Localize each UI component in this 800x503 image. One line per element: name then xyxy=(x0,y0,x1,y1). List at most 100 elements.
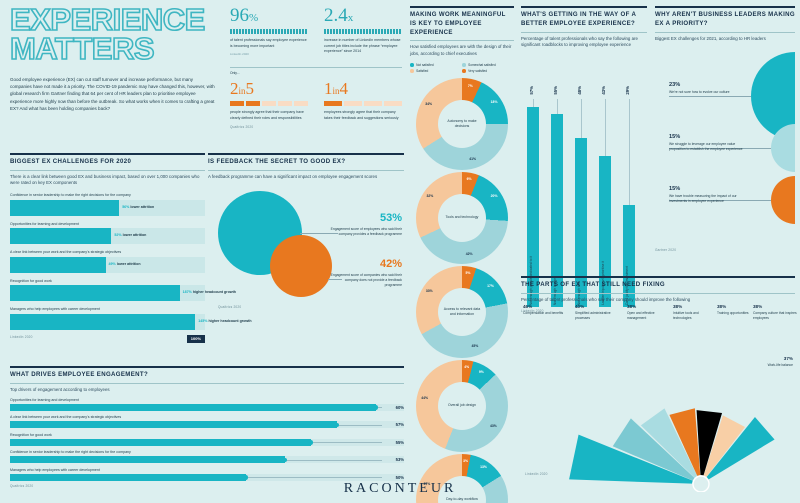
donut-segment-label: 42% xyxy=(465,252,473,257)
panel-subtitle: A feedback programme can have a signific… xyxy=(208,173,378,179)
donut-center-label: Autonomy to make decisions xyxy=(447,118,477,128)
panel-barriers: What's getting in the way of a better em… xyxy=(521,6,647,313)
panel-meaningful: Making work meaningful is key to employe… xyxy=(410,6,514,503)
challenge-bar-row: A clear link between your work and the c… xyxy=(10,250,205,273)
priority-value: 15% xyxy=(669,134,681,141)
part-value: 40% xyxy=(575,304,585,309)
priority-text: We have trouble measuring the impact of … xyxy=(669,194,737,204)
panel-title: Making work meaningful is key to employe… xyxy=(410,11,506,36)
donut-segment-label: 13% xyxy=(480,465,487,470)
donut-segment-label: 18% xyxy=(490,100,498,105)
divider xyxy=(208,169,404,171)
panel-source: LinkedIn 2020 xyxy=(10,334,33,339)
driver-bar-fill xyxy=(10,456,286,464)
panel-subtitle: Biggest EX challenges for 2021, accordin… xyxy=(655,35,766,41)
fan-wedge xyxy=(669,408,701,476)
driver-bar-fill xyxy=(10,473,247,481)
challenge-bar-list: Confidence in senior leadership to make … xyxy=(10,193,252,330)
challenge-value: 56% lower attrition xyxy=(122,204,155,209)
part-value: 38% xyxy=(627,304,637,309)
part-text: Open and effective management xyxy=(627,311,655,320)
challenge-label: A clear link between your work and the c… xyxy=(10,250,122,255)
part-value: 38% xyxy=(717,304,727,309)
barrier-bar xyxy=(599,156,611,307)
donut-center-label: Access to relevant data and information xyxy=(443,306,481,316)
priority-value: 15% xyxy=(669,186,681,193)
fan-wedge xyxy=(703,415,745,477)
part-callout: 40% Simplified administrative processes xyxy=(575,304,619,321)
legend-item: Very satisfied xyxy=(462,69,514,73)
legend-item: Not satisfied xyxy=(410,63,462,67)
barrier-stem xyxy=(605,98,606,156)
barrier-column: 43% Leadership doesn't prioritise it xyxy=(599,55,611,307)
panel-title: What drives employee engagement? xyxy=(10,371,149,378)
driver-bar-track: 57% xyxy=(10,421,404,429)
driver-leader-line xyxy=(313,442,382,444)
stat-bar xyxy=(230,29,308,34)
leader-line xyxy=(328,279,342,280)
divider xyxy=(521,292,795,294)
driver-row: Opportunities for learning and developme… xyxy=(10,398,404,411)
donut-segment-label: 43% xyxy=(490,424,497,429)
divider xyxy=(521,31,647,33)
barrier-stem xyxy=(581,98,582,139)
barrier-bar xyxy=(575,138,587,307)
priority-text: We're not sure how to evolve our culture xyxy=(669,90,730,95)
donut-legend: Not satisfied Somewhat satisfied Satisfied… xyxy=(410,63,514,76)
donut-segment-label: 3% xyxy=(463,458,469,463)
donut-segment-label: 6% xyxy=(466,177,472,182)
barrier-value: 57% xyxy=(529,86,534,95)
driver-bar-track: 53% xyxy=(10,456,404,464)
legend-label: Satisfied xyxy=(416,69,429,74)
stat-bar xyxy=(324,29,402,34)
panel-source: LinkedIn 2020 xyxy=(525,472,548,476)
donut-chart: Autonomy to make decisions 7% 18% 41% 34% xyxy=(416,77,508,170)
part-text: Company culture that inspires employees xyxy=(753,311,797,320)
leader-line xyxy=(669,148,771,150)
part-callout: 46% Compensation and benefits xyxy=(523,304,567,316)
barrier-stem xyxy=(533,98,534,107)
panel-biggest-challenges: Biggest EX challenges for 2020 There is … xyxy=(10,153,252,343)
barriers-bar-chart: 57% Not enough people dedicated to it 55% N… xyxy=(521,55,647,307)
panel-drivers: What drives employee engagement? Top dri… xyxy=(10,366,404,488)
stat-text: of talent professionals say employee exp… xyxy=(230,38,307,48)
challenge-bar-fill xyxy=(10,228,112,245)
panel-title: Is feedback the secret to good EX? xyxy=(208,158,346,165)
part-text: Compensation and benefits xyxy=(523,311,564,315)
driver-row: A clear link between your work and the c… xyxy=(10,415,404,429)
donut-center: Access to relevant data and information xyxy=(438,287,486,336)
panel-priority: Why aren't business leaders making EX a … xyxy=(655,6,795,252)
legend-swatch xyxy=(462,62,466,67)
driver-bar-list: Opportunities for learning and developme… xyxy=(10,398,404,481)
barrier-column: 48%Not enough time xyxy=(575,55,587,307)
challenge-bar-fill xyxy=(10,199,120,216)
fan-wedge xyxy=(569,434,693,484)
feedback-callout: 53% Engagement score of employees who sa… xyxy=(328,213,402,237)
donut-center: Overall job design xyxy=(438,381,486,430)
semicircle-list: 23% We're not sure how to evolve our cult… xyxy=(655,48,795,248)
barrier-bar xyxy=(623,205,635,307)
top-stats: 96% of talent professionals say employee… xyxy=(230,6,402,129)
header: EXPERIENCE MATTERS Good employee experie… xyxy=(9,3,215,112)
part-callout: 38% Intuitive tools and technologies xyxy=(673,304,717,321)
stat-value: 2.4x xyxy=(324,5,354,26)
donut-center: Autonomy to make decisions xyxy=(438,99,486,148)
driver-value: 53% xyxy=(395,457,404,463)
challenge-bar-row: Managers who help employees with career … xyxy=(10,307,252,330)
challenge-value: 52% lower attrition xyxy=(114,233,147,238)
panel-subtitle: How satisfied employees are with the des… xyxy=(410,44,512,57)
page-title-line2: MATTERS xyxy=(9,30,155,66)
barrier-value: 55% xyxy=(553,86,558,95)
driver-leader-line xyxy=(339,424,382,426)
driver-value: 55% xyxy=(395,439,404,445)
ratio-stats: Only... 2in5 people strongly agree that … xyxy=(230,67,402,129)
ratio-source: Qualtrics 2020 xyxy=(230,125,254,130)
donut-segment-label: 45% xyxy=(471,344,479,349)
panel-rule xyxy=(655,6,795,8)
driver-endpoint-dot xyxy=(308,440,313,445)
panel-title: Biggest EX challenges for 2020 xyxy=(10,158,132,165)
part-value: 46% xyxy=(523,304,533,309)
driver-bar-fill xyxy=(10,421,338,429)
priority-value: 23% xyxy=(669,82,681,89)
panel-title: Why aren't business leaders making EX a … xyxy=(655,11,795,27)
